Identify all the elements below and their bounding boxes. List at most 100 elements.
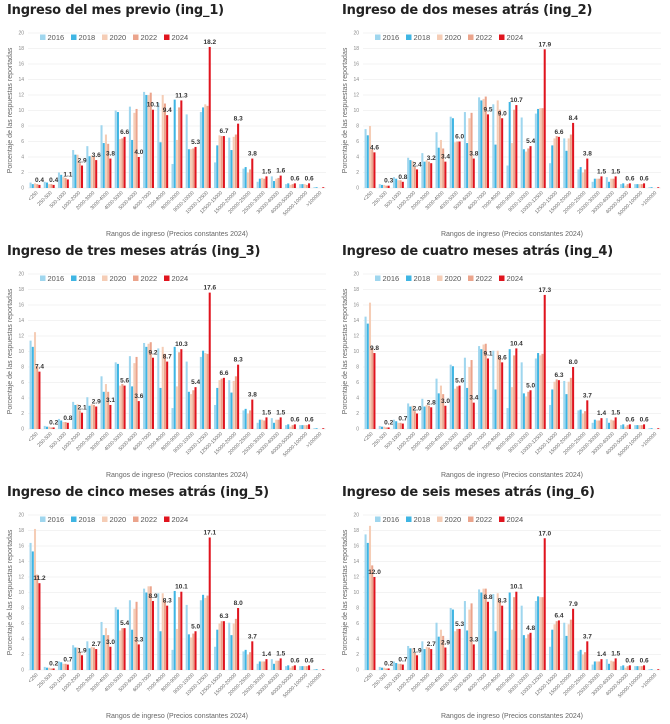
data-label: 3.8 <box>106 151 115 158</box>
bar-2024 <box>109 404 112 429</box>
bar-2022 <box>569 619 572 671</box>
legend-swatch-2022 <box>468 516 474 522</box>
chart-title: Ingreso de cuatro meses atrás (ing_4) <box>342 244 613 259</box>
bar-2018 <box>88 405 91 429</box>
bar-2016 <box>128 356 131 429</box>
data-label: 1.6 <box>276 168 285 175</box>
y-tick-label: 14 <box>353 318 359 324</box>
bar-2022 <box>470 360 473 429</box>
bar-2022 <box>92 647 95 670</box>
y-tick-label: 6 <box>21 139 24 145</box>
y-tick-label: 18 <box>353 46 359 52</box>
bar-2018 <box>437 147 440 188</box>
bar-2016 <box>463 601 466 670</box>
data-label: 9.4 <box>163 107 172 114</box>
data-label: 3.3 <box>134 636 143 643</box>
bar-2020 <box>246 654 249 670</box>
bar-2020 <box>482 344 485 429</box>
bar-2018 <box>60 174 63 188</box>
legend-swatch-2018 <box>406 275 412 281</box>
bar-2024 <box>628 665 631 670</box>
bar-2022 <box>220 621 223 670</box>
bar-2024 <box>600 659 603 670</box>
bar-2020 <box>76 404 79 429</box>
data-label: 9.0 <box>498 110 507 117</box>
data-label: 8.6 <box>498 354 507 361</box>
bar-2018 <box>159 142 162 188</box>
bar-2024 <box>109 158 112 188</box>
bar-2016 <box>492 594 495 670</box>
bar-2018 <box>131 386 134 430</box>
bar-2018 <box>579 409 582 430</box>
bar-2022 <box>107 635 110 671</box>
bar-2020 <box>397 422 400 429</box>
data-label: 2.9 <box>441 640 450 647</box>
bar-2016 <box>214 646 217 670</box>
bar-2018 <box>273 181 276 188</box>
y-tick-label: 8 <box>21 124 24 130</box>
bar-2022 <box>78 652 81 670</box>
bar-chart-ing-1: 0 2 4 6 8 10 12 14 16 18 20 0.4 0.4 1.1 2.9 3.6 3.8 6.6 4.… <box>7 31 326 238</box>
bar-2024 <box>557 380 560 429</box>
y-tick-label: 0 <box>356 186 359 192</box>
bar-2024 <box>657 187 660 188</box>
bar-2018 <box>565 150 568 188</box>
bar-2024 <box>657 428 660 429</box>
legend-swatch-2016 <box>40 275 46 281</box>
bar-2016 <box>143 91 146 188</box>
y-tick-label: 14 <box>18 559 24 565</box>
bar-2022 <box>206 595 209 670</box>
bar-2022 <box>598 661 601 670</box>
bar-2024 <box>80 165 84 188</box>
y-tick-label: 20 <box>18 513 24 519</box>
bar-2020 <box>303 184 306 189</box>
bar-2018 <box>466 387 469 429</box>
chart-title: Ingreso del mes previo (ing_1) <box>7 3 224 18</box>
y-tick-label: 8 <box>21 606 24 612</box>
bar-2016 <box>57 661 60 670</box>
legend-label: 2022 <box>476 33 493 42</box>
y-tick-label: 10 <box>18 590 24 596</box>
bar-2016 <box>284 184 288 189</box>
data-label: 2.9 <box>92 399 101 406</box>
bar-2018 <box>31 184 34 189</box>
bar-2024 <box>208 537 211 670</box>
bar-2022 <box>263 661 266 670</box>
bar-2020 <box>596 661 599 670</box>
y-tick-label: 4 <box>356 396 359 402</box>
bar-2016 <box>284 666 288 671</box>
bar-2016 <box>299 425 302 430</box>
legend-swatch-2024 <box>499 34 505 40</box>
bar-2018 <box>202 594 205 670</box>
bar-2022 <box>598 420 601 429</box>
bar-2018 <box>508 101 511 188</box>
bar-2020 <box>76 647 79 670</box>
y-tick-label: 6 <box>356 139 359 145</box>
y-tick-label: 18 <box>18 46 24 52</box>
bar-2018 <box>593 178 596 188</box>
bar-2018 <box>551 389 554 429</box>
legend-label: 2020 <box>445 515 462 524</box>
y-tick-label: 0 <box>356 668 359 674</box>
bar-2020 <box>596 420 599 429</box>
bar-2022 <box>291 666 294 671</box>
data-label: 0.6 <box>640 657 649 664</box>
legend-swatch-2024 <box>164 275 170 281</box>
bar-2020 <box>610 178 613 188</box>
legend-swatch-2016 <box>40 34 46 40</box>
data-label: 1.5 <box>262 409 271 416</box>
data-label: 5.4 <box>120 620 129 627</box>
bar-2022 <box>640 425 643 430</box>
bar-2018 <box>650 187 653 188</box>
y-axis-title: Porcentaje de las respuestas reportadas <box>342 47 349 173</box>
y-tick-label: 0 <box>21 427 24 433</box>
bar-2020 <box>510 143 513 188</box>
bar-2024 <box>66 664 69 670</box>
y-tick-label: 4 <box>21 396 24 402</box>
bar-2020 <box>567 624 570 670</box>
bar-2024 <box>194 387 197 429</box>
bar-2024 <box>614 417 617 430</box>
bar-2024 <box>137 401 140 429</box>
bar-2024 <box>643 424 646 429</box>
bar-2018 <box>551 629 554 670</box>
